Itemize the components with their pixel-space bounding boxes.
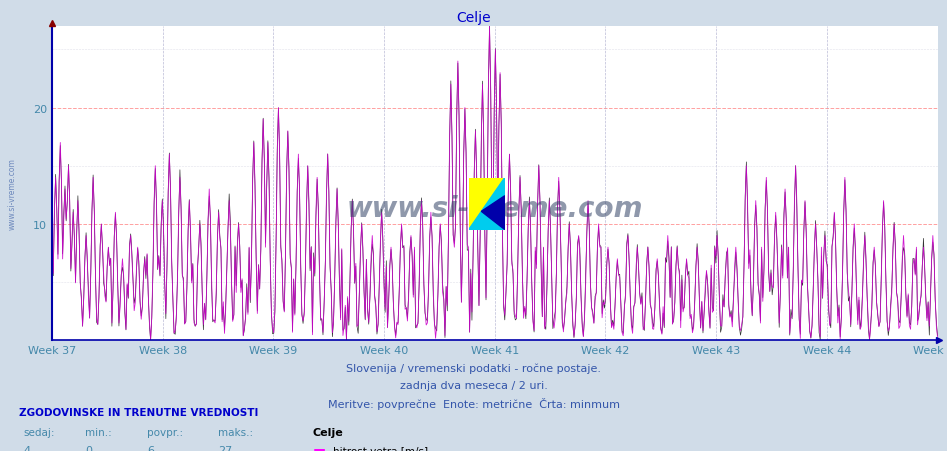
Text: 6: 6 [147, 445, 153, 451]
Text: Slovenija / vremenski podatki - ročne postaje.: Slovenija / vremenski podatki - ročne po… [346, 363, 601, 373]
Text: povpr.:: povpr.: [147, 427, 183, 437]
Text: hitrost vetra [m/s]: hitrost vetra [m/s] [333, 445, 428, 451]
Text: www.si-vreme.com: www.si-vreme.com [347, 195, 643, 223]
Text: www.si-vreme.com: www.si-vreme.com [8, 158, 17, 230]
Text: Meritve: povprečne  Enote: metrične  Črta: minmum: Meritve: povprečne Enote: metrične Črta:… [328, 397, 619, 410]
Text: Celje: Celje [456, 11, 491, 25]
Polygon shape [469, 178, 505, 230]
Text: ZGODOVINSKE IN TRENUTNE VREDNOSTI: ZGODOVINSKE IN TRENUTNE VREDNOSTI [19, 407, 259, 417]
Text: ■: ■ [313, 445, 326, 451]
Text: maks.:: maks.: [218, 427, 253, 437]
Text: zadnja dva meseca / 2 uri.: zadnja dva meseca / 2 uri. [400, 380, 547, 390]
Text: 4: 4 [24, 445, 31, 451]
Text: sedaj:: sedaj: [24, 427, 55, 437]
Text: 27: 27 [218, 445, 232, 451]
Text: 0: 0 [85, 445, 92, 451]
Text: Celje: Celje [313, 427, 343, 437]
Text: min.:: min.: [85, 427, 112, 437]
Polygon shape [469, 178, 505, 230]
Polygon shape [481, 196, 505, 230]
